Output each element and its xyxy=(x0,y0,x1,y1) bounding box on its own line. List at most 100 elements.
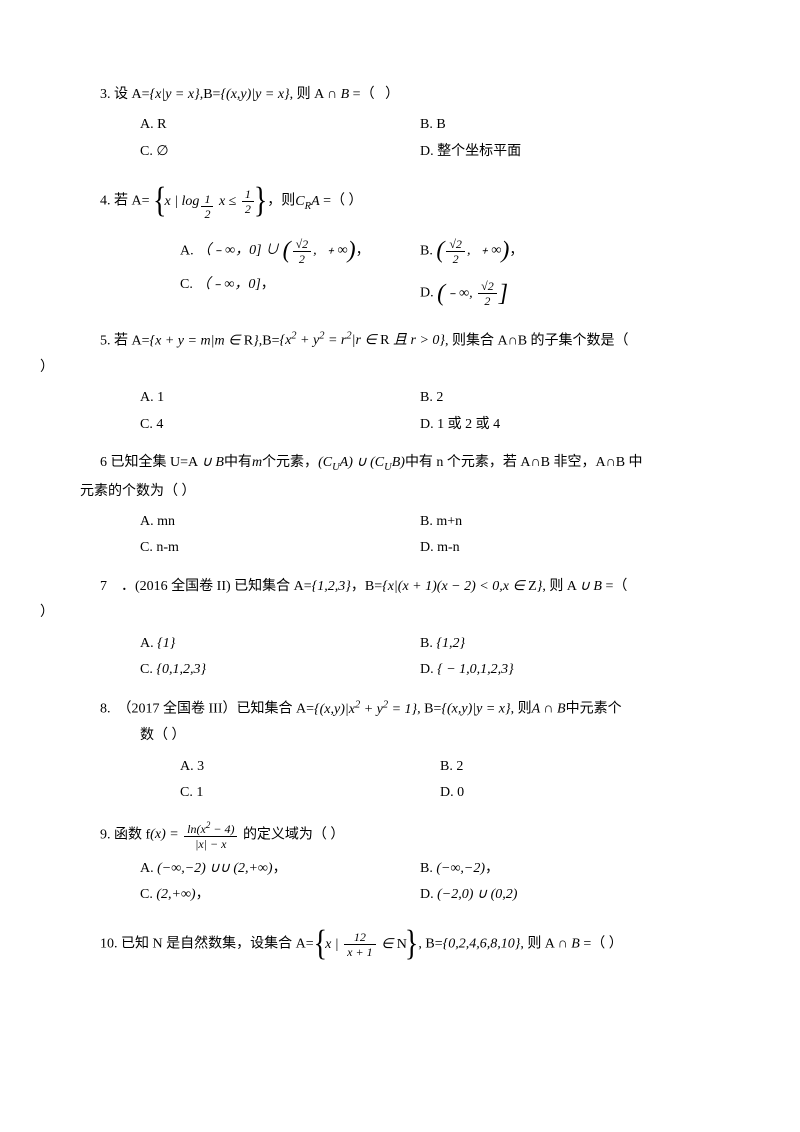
q7-opt-C: C. {0,1,2,3} xyxy=(140,657,420,683)
q9-func: (x) = ln(x2 − 4)|x| − x xyxy=(150,827,239,842)
q5-close: ） xyxy=(40,357,700,379)
q5-stem: 5. 若 A={x + y = m|m ∈ R},B={x2 + y2 = r2… xyxy=(100,329,700,353)
q3-opt-C: C. ∅ xyxy=(140,139,420,165)
q3-opt-A: A. R xyxy=(140,112,420,138)
q6-opt-D: D. m-n xyxy=(420,535,700,561)
q10-mid: , B= xyxy=(418,937,442,952)
question-9: 9. 函数 f(x) = ln(x2 − 4)|x| − x 的定义域为（ ） … xyxy=(100,821,700,909)
q7-B-text: {1,2} xyxy=(436,636,465,651)
q8-tail: 中元素个 xyxy=(566,702,622,717)
q6-D-text: m-n xyxy=(437,540,460,555)
q8-inter: A ∩ B xyxy=(532,702,566,717)
question-10: 10. 已知 N 是自然数集，设集合 A={x | 12x + 1 ∈ N}, … xyxy=(100,922,700,967)
q6-union: ∪ B xyxy=(198,455,224,470)
q8-stem2: 数（ ） xyxy=(140,725,700,747)
q10-setB: {0,2,4,6,8,10} xyxy=(443,937,521,952)
q8-stem: 8. （2017 全国卷 III）已知集合 A={(x,y)|x2 + y2 =… xyxy=(100,697,700,721)
q7-stem: 7 ．(2016 全国卷 II) 已知集合 A={1,2,3}，B={x|(x … xyxy=(100,576,700,598)
q4-opt-C: C. （﹣∞，0]， xyxy=(140,272,420,314)
q3-opt-B: B. B xyxy=(420,112,700,138)
q7-post: , 则 A ∪ B =（ xyxy=(542,579,627,594)
q10-stem: 10. 已知 N 是自然数集，设集合 A={x | 12x + 1 ∈ N}, … xyxy=(100,922,700,967)
q8-setA: {(x,y)|x2 + y2 = 1} xyxy=(314,702,417,717)
q5-setA: {x + y = m|m ∈ R} xyxy=(150,333,259,348)
q6-opt-A: A. mn xyxy=(140,509,420,535)
q3-setB: {(x,y)|y = x} xyxy=(220,87,289,102)
q8-mid: , B= xyxy=(417,702,441,717)
q6-c: 个元素， xyxy=(262,455,318,470)
q7-opt-D: D. { − 1,0,1,2,3} xyxy=(420,657,700,683)
q5-B-text: 2 xyxy=(436,390,443,405)
q4-opt-D: D. (﹣∞, √22] xyxy=(420,272,700,314)
question-5: 5. 若 A={x + y = m|m ∈ R},B={x2 + y2 = r2… xyxy=(100,329,700,438)
q7-opt-B: B. {1,2} xyxy=(420,631,700,657)
q9-options: A. (−∞,−2) ∪∪ (2,+∞)， B. (−∞,−2)， C. (2,… xyxy=(140,856,700,909)
q9-pre: 函数 f xyxy=(114,827,150,842)
q5-post: , 则集合 A∩B 的子集个数是（ xyxy=(445,333,629,348)
q9-stem: 9. 函数 f(x) = ln(x2 − 4)|x| − x 的定义域为（ ） xyxy=(100,821,700,850)
q4-stem: 4. 若 A= {x | log12 x ≤ 12}，则CRA =（ ） xyxy=(100,179,700,224)
q3-num: 3. xyxy=(100,87,114,102)
q7-setA: {1,2,3} xyxy=(312,579,351,594)
q5-close-text: ） xyxy=(40,360,54,375)
q6-b: 中有 xyxy=(224,455,252,470)
q7-num: 7 xyxy=(100,579,121,594)
q7-mid: ，B= xyxy=(351,579,382,594)
q3-B-text: B xyxy=(436,117,445,132)
q3-stem: 3. 设 A={x|y = x},B={(x,y)|y = x}, 则 A ∩ … xyxy=(100,84,700,106)
q8-B-text: 2 xyxy=(456,759,463,774)
q4-num: 4. xyxy=(100,194,114,209)
question-3: 3. 设 A={x|y = x},B={(x,y)|y = x}, 则 A ∩ … xyxy=(100,84,700,165)
q5-opt-C: C. 4 xyxy=(140,412,420,438)
q6-stem1: 6 已知全集 U=A ∪ B中有m个元素，(CUA) ∪ (CUB)中有 n 个… xyxy=(100,452,700,477)
q5-mid: ,B= xyxy=(259,333,280,348)
q8-src: （2017 全国卷 III）已知集合 A= xyxy=(118,702,315,717)
q5-opt-B: B. 2 xyxy=(420,385,700,411)
q7-options: A. {1} B. {1,2} C. {0,1,2,3} D. { − 1,0,… xyxy=(140,631,700,684)
q6-stem2: 元素的个数为（ ） xyxy=(80,481,700,503)
q9-post: 的定义域为（ ） xyxy=(243,827,345,842)
q4-opt-A: A. （﹣∞，0] ∪ (√22, ﹢∞)， xyxy=(140,230,420,272)
q6-B-text: m+n xyxy=(436,514,462,529)
q9-opt-A: A. (−∞,−2) ∪∪ (2,+∞)， xyxy=(140,856,420,882)
q5-opt-A: A. 1 xyxy=(140,385,420,411)
q4-post: 则 xyxy=(281,194,295,209)
q3-pre: 设 A= xyxy=(114,87,150,102)
q7-close: ） xyxy=(40,602,700,624)
q4-pre: 若 A= xyxy=(114,194,150,209)
q6-num: 6 xyxy=(100,455,111,470)
q5-pre: 若 A= xyxy=(114,333,150,348)
q3-post: , 则 A ∩ B =（ ） xyxy=(290,87,399,102)
q7-opt-A: A. {1} xyxy=(140,631,420,657)
q4-setA: x | log12 x ≤ 12 xyxy=(164,194,255,209)
q8-num: 8. xyxy=(100,702,118,717)
q8-D-text: 0 xyxy=(457,785,464,800)
q3-mid: ,B= xyxy=(200,87,221,102)
question-7: 7 ．(2016 全国卷 II) 已知集合 A={1,2,3}，B={x|(x … xyxy=(100,576,700,684)
q3-C-text: ∅ xyxy=(156,144,168,159)
q6-d: 中有 n 个元素，若 A∩B 非空，A∩B 中 xyxy=(405,455,643,470)
q8-options: A. 3 B. 2 C. 1 D. 0 xyxy=(180,754,700,807)
q3-D-text: 整个坐标平面 xyxy=(437,144,521,159)
question-8: 8. （2017 全国卷 III）已知集合 A={(x,y)|x2 + y2 =… xyxy=(100,697,700,806)
exam-page: 3. 设 A={x|y = x},B={(x,y)|y = x}, 则 A ∩ … xyxy=(0,0,800,1021)
q3-opt-D: D. 整个坐标平面 xyxy=(420,139,700,165)
q8-A-text: 3 xyxy=(197,759,204,774)
q8-tail2: 数（ ） xyxy=(140,728,186,743)
q4-cra: CRA xyxy=(295,194,319,209)
q6-m: m xyxy=(252,455,262,470)
q8-opt-B: B. 2 xyxy=(440,754,700,780)
q6-A-text: mn xyxy=(157,514,175,529)
q5-C-text: 4 xyxy=(156,417,163,432)
q7-D-text: { − 1,0,1,2,3} xyxy=(437,662,514,677)
q5-A-text: 1 xyxy=(157,390,164,405)
q8-setB: {(x,y)|y = x} xyxy=(441,702,510,717)
q3-setA: {x|y = x} xyxy=(150,87,200,102)
q8-opt-A: A. 3 xyxy=(180,754,440,780)
q7-A-text: {1} xyxy=(157,636,175,651)
q7-setB: {x|(x + 1)(x − 2) < 0,x ∈ Z} xyxy=(382,579,542,594)
question-6: 6 已知全集 U=A ∪ B中有m个元素，(CUA) ∪ (CUB)中有 n 个… xyxy=(100,452,700,562)
q9-opt-D: D. (−2,0) ∪ (0,2) xyxy=(420,882,700,908)
q9-opt-C: C. (2,+∞)， xyxy=(140,882,420,908)
q7-close-text: ） xyxy=(40,605,54,620)
